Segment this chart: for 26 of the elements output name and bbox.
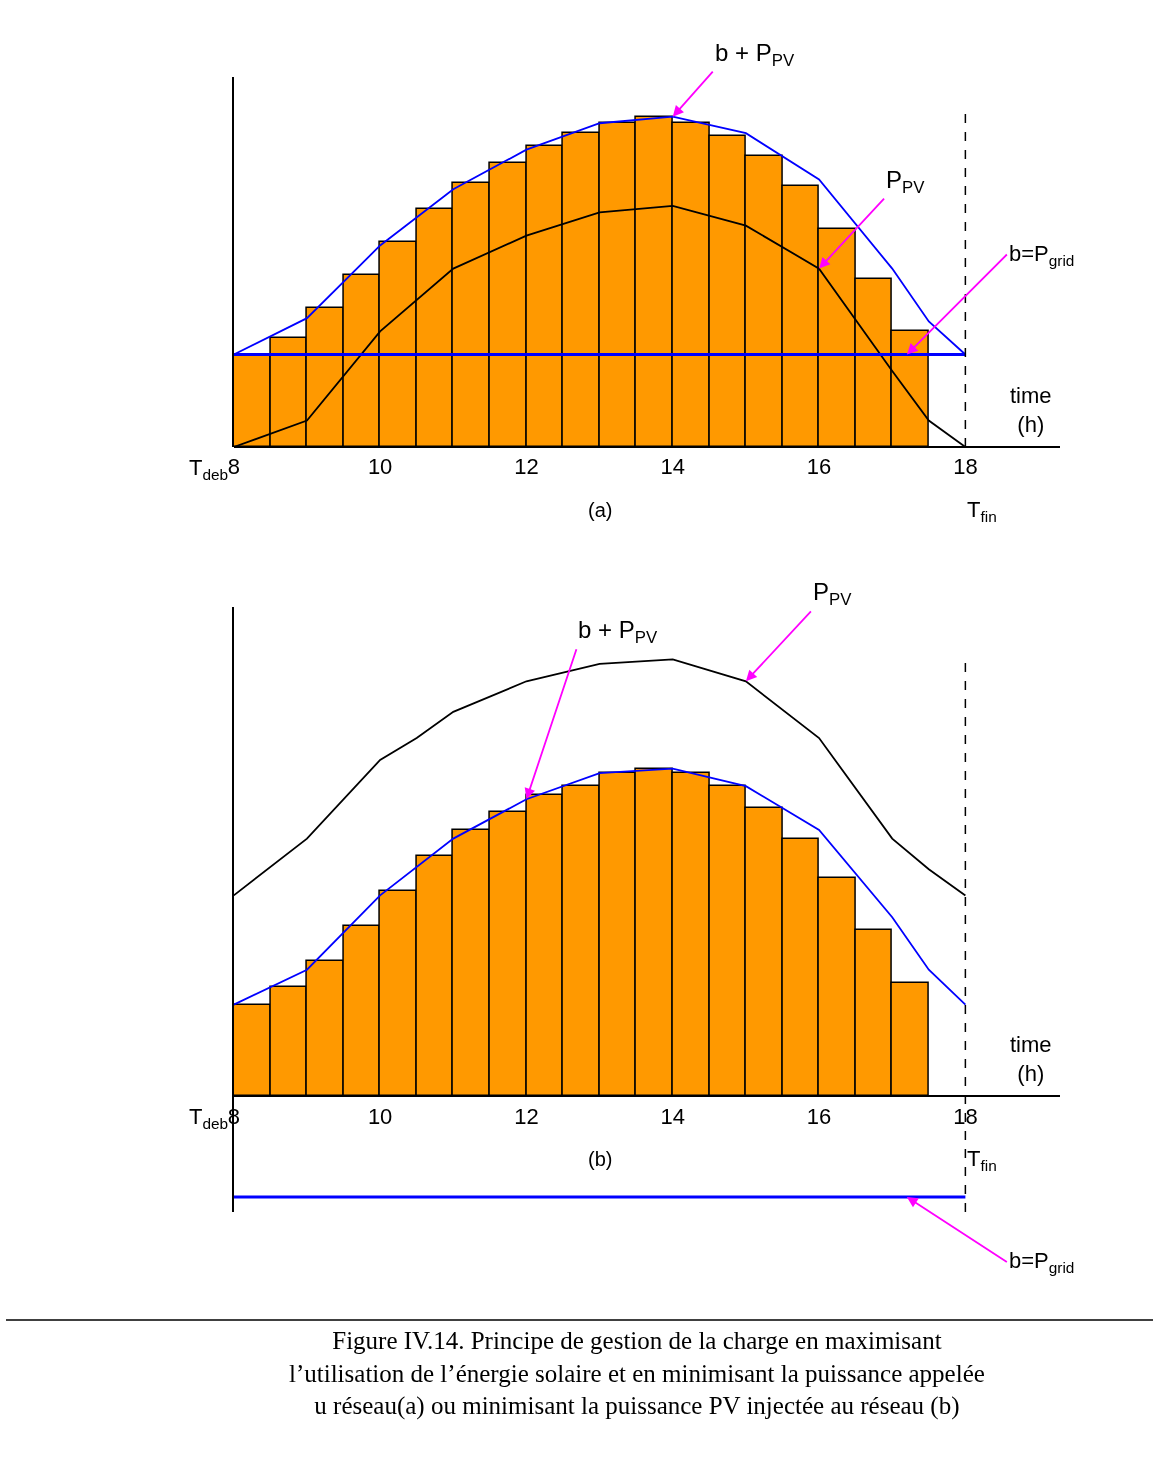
x-axis-title: time (h) [1010, 383, 1052, 437]
text: (b) [588, 1148, 613, 1170]
x-tick-label: 8 [227, 454, 240, 480]
x-tick-label: 12 [514, 454, 539, 480]
x-tick-label: 16 [806, 1103, 832, 1129]
text: (a) [588, 499, 613, 521]
text: T$_{fin}$ [967, 1146, 997, 1174]
text: Figure IV.14. Principe de gestion de la charge en maximisant l’utilisation de l’énergie solaire et en minimisant la puissance appelée u réseau(a) ou minimisant la puissance PV injectée au réseau (b) [289, 1327, 985, 1420]
ref-line-label: b=P$_{grid}$ [1009, 1248, 1075, 1276]
text: b + P$_{PV}$ [715, 39, 795, 71]
text: b + P$_{PV}$ [578, 616, 658, 648]
ref-line-label: b=P$_{grid}$ [1009, 241, 1075, 269]
x-tick-label: 18 [953, 454, 978, 480]
x-tick-label: 16 [806, 454, 832, 480]
x-tick-label: 10 [367, 1103, 393, 1129]
x-axis-title: time (h) [1010, 1032, 1052, 1086]
text: P$_{PV}$ [886, 166, 926, 198]
text: T$_{deb}$ [189, 455, 229, 483]
x-tick-label: 18 [953, 1103, 978, 1129]
x-tick-label: 10 [367, 454, 393, 480]
x-tick-label: 12 [514, 1103, 539, 1129]
text: P$_{PV}$ [813, 578, 853, 610]
text: T$_{deb}$ [189, 1104, 229, 1132]
x-tick-label: 14 [660, 454, 685, 480]
x-tick-label: 14 [660, 1103, 685, 1129]
text: T$_{fin}$ [967, 497, 997, 525]
